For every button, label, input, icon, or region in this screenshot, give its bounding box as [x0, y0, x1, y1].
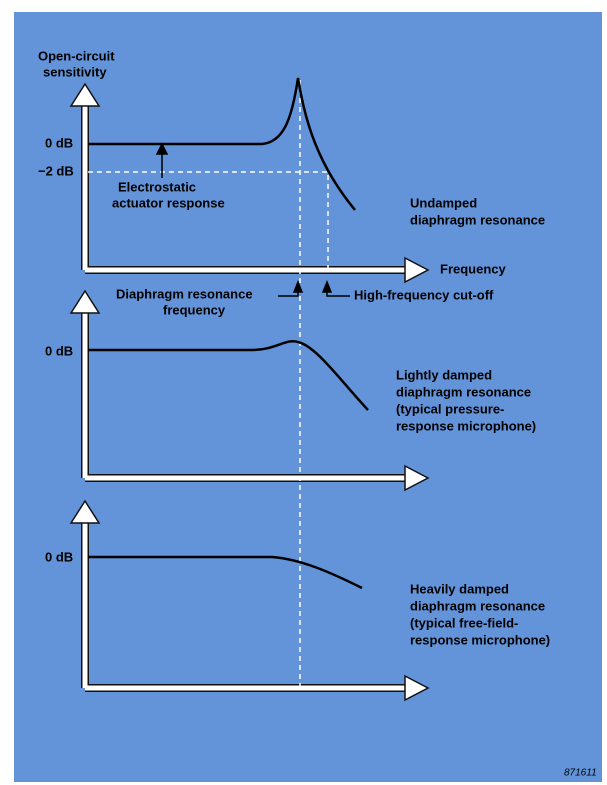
axes [69, 82, 430, 702]
panel-description: Undamped [410, 195, 477, 210]
panel-description: diaphragm resonance [410, 598, 545, 613]
annotation: Diaphragm resonance [116, 286, 253, 301]
panel-description: (typical free-field- [410, 615, 518, 630]
axis-label: Open-circuit [38, 48, 115, 63]
dashed-guides [88, 80, 329, 688]
panel-description: Lightly damped [396, 367, 492, 382]
level-label: −2 dB [38, 163, 74, 178]
figure-id: 871611 [564, 768, 597, 779]
panel-description: response microphone) [396, 418, 536, 433]
annotation: High-frequency cut-off [354, 287, 494, 302]
annotation: actuator response [112, 195, 225, 210]
background [14, 12, 602, 782]
level-label: 0 dB [45, 343, 73, 358]
response-curves [88, 77, 369, 590]
panel-description: (typical pressure- [396, 401, 504, 416]
panel-description: Heavily damped [410, 581, 509, 596]
level-label: 0 dB [45, 135, 73, 150]
axis-label: sensitivity [43, 64, 107, 79]
level-label: 0 dB [45, 549, 73, 564]
panel-description: diaphragm resonance [396, 384, 531, 399]
annotation: frequency [163, 302, 226, 317]
panel-description: response microphone) [410, 632, 550, 647]
panel-description: diaphragm resonance [410, 212, 545, 227]
pointer-arrows [155, 142, 350, 297]
annotation: Electrostatic [118, 179, 196, 194]
frequency-label: Frequency [440, 261, 507, 276]
